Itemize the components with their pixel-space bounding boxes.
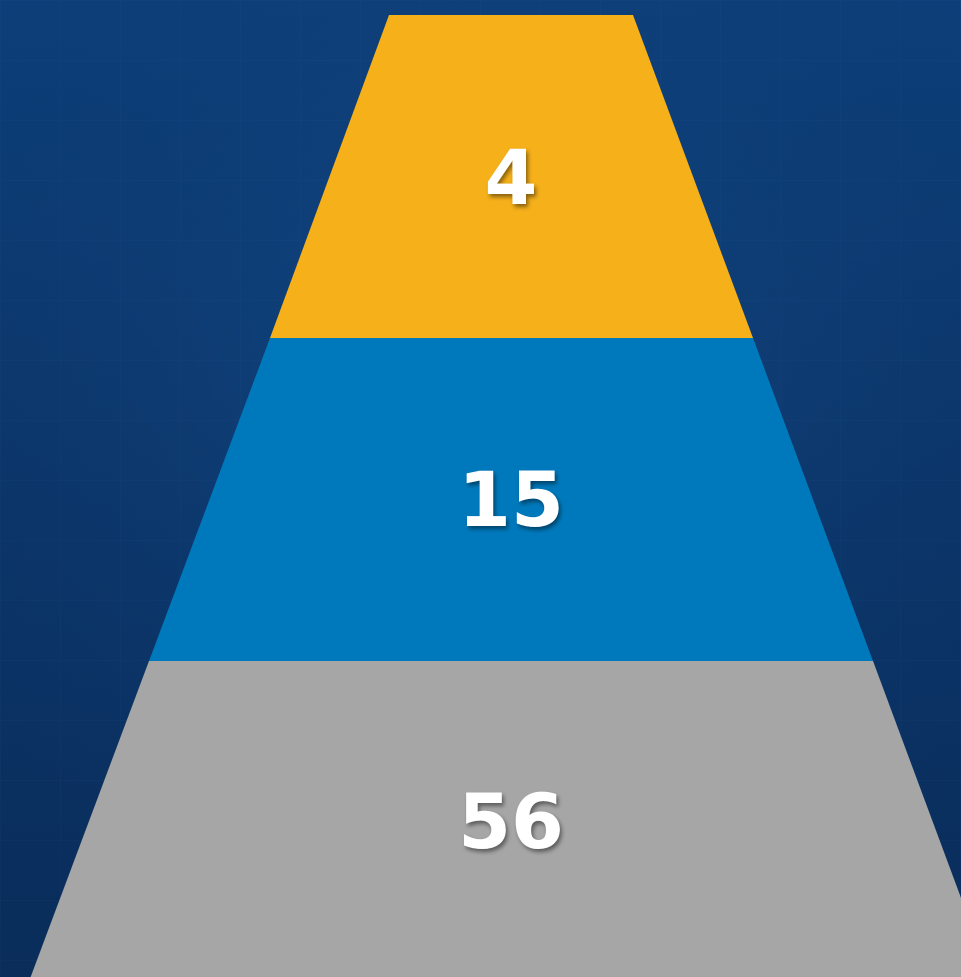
pyramid-tier-middle-label: 15: [458, 455, 564, 544]
pyramid-tier-middle: [149, 338, 873, 661]
pyramid-tier-bottom: [30, 661, 961, 977]
pyramid-tier-bottom-label: 56: [458, 777, 564, 866]
pyramid-tier-top: [270, 15, 753, 338]
pyramid-tier-top-label: 4: [485, 133, 538, 222]
